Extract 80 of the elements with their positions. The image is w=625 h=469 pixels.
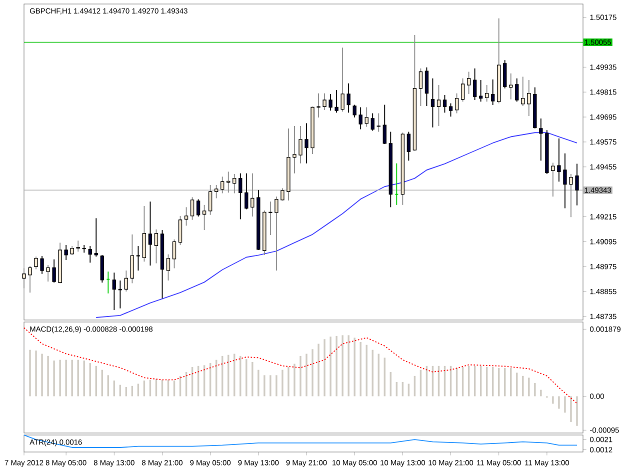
candlestick — [575, 163, 579, 206]
candlestick — [334, 90, 338, 114]
candlestick — [430, 78, 435, 128]
candlestick — [202, 204, 206, 231]
candlestick — [448, 102, 453, 118]
candlestick — [52, 258, 56, 284]
candlestick — [40, 256, 44, 274]
candlestick — [88, 246, 92, 264]
candlestick — [527, 80, 531, 116]
candlestick — [268, 201, 272, 236]
candlestick — [238, 172, 242, 220]
candlestick — [34, 256, 38, 270]
candlestick — [352, 104, 356, 118]
candlestick — [424, 66, 429, 106]
candlestick — [130, 234, 134, 284]
candlestick — [184, 206, 188, 226]
candlestick — [292, 125, 296, 174]
candlestick — [304, 122, 308, 164]
candlestick — [521, 76, 525, 106]
candlestick — [503, 60, 507, 89]
candlestick — [515, 78, 519, 102]
candlestick — [491, 78, 495, 106]
candlestick — [298, 125, 302, 164]
candlestick — [346, 82, 350, 114]
candlestick — [557, 138, 561, 182]
candlestick — [208, 184, 212, 216]
candlestick — [478, 80, 483, 102]
candlestick — [154, 228, 158, 264]
candlestick — [472, 68, 477, 100]
candlestick — [364, 106, 368, 128]
candlestick — [382, 104, 386, 145]
candlestick — [214, 184, 218, 199]
candlestick — [454, 92, 459, 114]
candlestick — [28, 266, 32, 294]
candlestick — [442, 94, 447, 114]
candlestick — [563, 152, 567, 209]
candlestick — [406, 131, 411, 162]
candlestick — [370, 112, 374, 132]
candlestick — [436, 84, 441, 126]
line-series — [96, 132, 578, 318]
line-series — [24, 327, 578, 404]
candlestick — [46, 264, 50, 282]
candlestick — [196, 198, 200, 218]
candlestick — [358, 106, 362, 130]
candlestick — [136, 246, 140, 272]
candlestick — [328, 93, 332, 112]
candlestick — [106, 271, 110, 294]
candlestick — [569, 173, 573, 218]
candlestick — [244, 172, 248, 210]
candlestick — [76, 240, 80, 252]
candlestick — [166, 254, 170, 281]
candlestick — [178, 215, 182, 246]
candlestick — [94, 218, 98, 258]
candlestick — [232, 173, 236, 194]
candlestick — [322, 92, 326, 110]
candlestick — [466, 71, 471, 94]
candlestick — [172, 238, 176, 269]
candlestick — [100, 254, 104, 284]
candlestick — [340, 47, 344, 112]
candlestick — [394, 162, 399, 206]
candlestick — [64, 244, 68, 260]
candlestick — [250, 172, 254, 218]
candlestick — [82, 244, 86, 254]
candlestick — [22, 268, 26, 289]
candlestick — [316, 92, 320, 118]
candlestick — [418, 68, 423, 106]
candlestick — [509, 72, 513, 100]
candlestick — [274, 196, 278, 272]
candlestick — [376, 112, 380, 132]
candlestick — [226, 171, 230, 194]
candlestick — [112, 272, 116, 311]
candlestick — [190, 196, 194, 220]
candlestick — [551, 162, 555, 198]
candlestick — [280, 188, 284, 202]
candlestick — [220, 176, 224, 194]
candlestick — [539, 118, 543, 162]
candlestick — [484, 84, 489, 102]
candlestick — [124, 270, 128, 292]
candlestick — [148, 201, 152, 266]
candlestick — [460, 78, 465, 102]
